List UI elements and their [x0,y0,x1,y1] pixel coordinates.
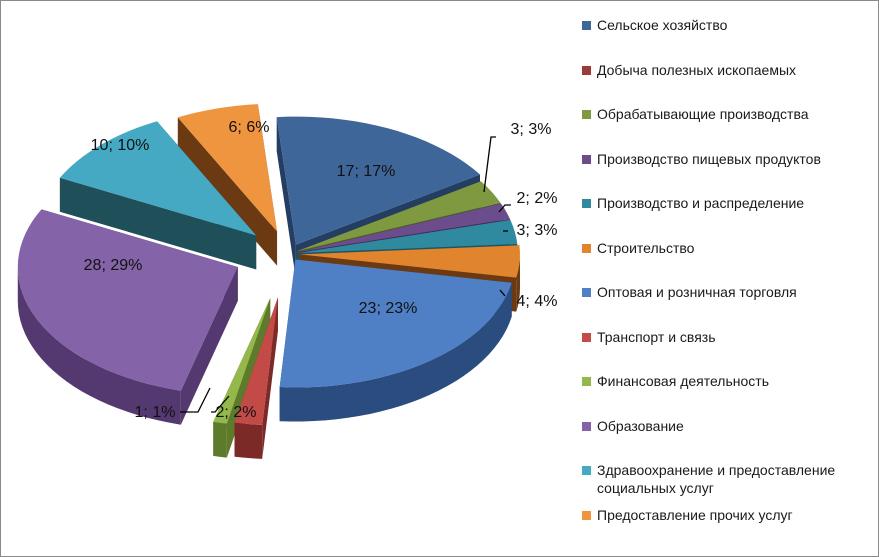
pie-slice-7 [234,297,278,425]
legend-swatch [582,510,591,520]
pie-slice-11 [177,104,278,232]
legend-swatch [582,377,591,386]
legend-swatch [582,243,591,253]
legend-item-8: Финансовая деятельность [582,372,872,390]
legend-label: Образование [597,417,684,434]
legend-item-4: Производство и распределение [582,194,872,212]
slice-rim-7-0 [234,422,263,459]
pie-slice-2 [296,181,501,252]
pie-slice-3 [297,203,510,253]
data-label-4: 3; 3% [517,222,558,239]
legend-label: Предоставление прочих услуг [597,506,793,523]
data-label-3: 2; 2% [517,190,558,207]
legend-swatch [582,21,591,30]
slice-side-9-0 [180,267,238,425]
legend-swatch [582,65,591,75]
slice-rim-6-0 [279,282,512,422]
legend-swatch [582,332,591,342]
pie-slice-0 [276,116,480,245]
legend-label: Строительство [597,239,695,256]
data-label-10: 10; 10% [91,137,150,154]
data-label-6: 23; 23% [359,300,418,317]
legend-label: Обрабатывающие производства [597,106,809,122]
data-label-8: 1; 1% [135,404,176,421]
chart-legend: Сельское хозяйство Добыча полезных ископа… [582,16,872,536]
legend-label: Транспорт и связь [597,328,716,345]
leader-line-2 [483,136,496,193]
legend-label: Здравоохранение и предоставление социаль… [597,462,836,496]
legend-item-7: Транспорт и связь [582,328,872,346]
leader-line-3 [498,204,511,213]
legend-item-0: Сельское хозяйство [582,16,872,34]
legend-label: Сельское хозяйство [597,17,728,33]
pie-slice-8 [213,298,271,424]
data-label-9: 28; 29% [84,257,143,274]
legend-item-10: Здравоохранение и предоставление социаль… [582,461,872,497]
data-label-2: 3; 3% [511,121,552,138]
legend-item-2: Обрабатывающие производства [582,105,872,123]
legend-item-11: Предоставление прочих услуг [582,506,872,524]
pie-slice-5 [299,245,520,278]
legend-item-6: Оптовая и розничная торговля [582,283,872,301]
leader-line-5 [499,289,506,297]
legend-item-5: Строительство [582,239,872,257]
legend-swatch [582,288,591,297]
legend-swatch [582,421,591,431]
slice-rim-5-0 [516,254,520,312]
data-label-0: 17; 17% [337,163,396,180]
legend-swatch [582,199,591,208]
pie-slice-10 [59,121,257,236]
legend-swatch [582,110,591,119]
data-label-11: 6; 6% [229,119,270,136]
legend-item-9: Образование [582,417,872,435]
slice-side-11-0 [177,117,278,266]
legend-label: Оптовая и розничная торговля [597,284,797,300]
legend-label: Финансовая деятельность [597,373,769,389]
leader-line-8 [180,387,211,413]
pie-slice-9 [17,209,238,391]
legend-label: Производство и распределение [597,195,805,211]
legend-item-3: Производство пищевых продуктов [582,150,872,168]
legend-label: Производство пищевых продуктов [597,150,821,167]
pie-slice-6 [279,259,512,388]
legend-swatch [582,154,591,164]
slice-rim-8-0 [213,421,227,458]
legend-item-1: Добыча полезных ископаемых [582,61,872,79]
slice-side-0-0 [276,117,296,279]
data-label-7: 2; 2% [216,404,257,421]
leader-line-7 [211,395,230,413]
pie-slice-4 [297,219,518,254]
legend-label: Добыча полезных ископаемых [597,61,797,78]
data-label-5: 4; 4% [517,293,558,310]
slice-rim-9-0 [17,267,181,425]
slice-side-10-0 [59,177,257,270]
legend-swatch [582,466,591,475]
